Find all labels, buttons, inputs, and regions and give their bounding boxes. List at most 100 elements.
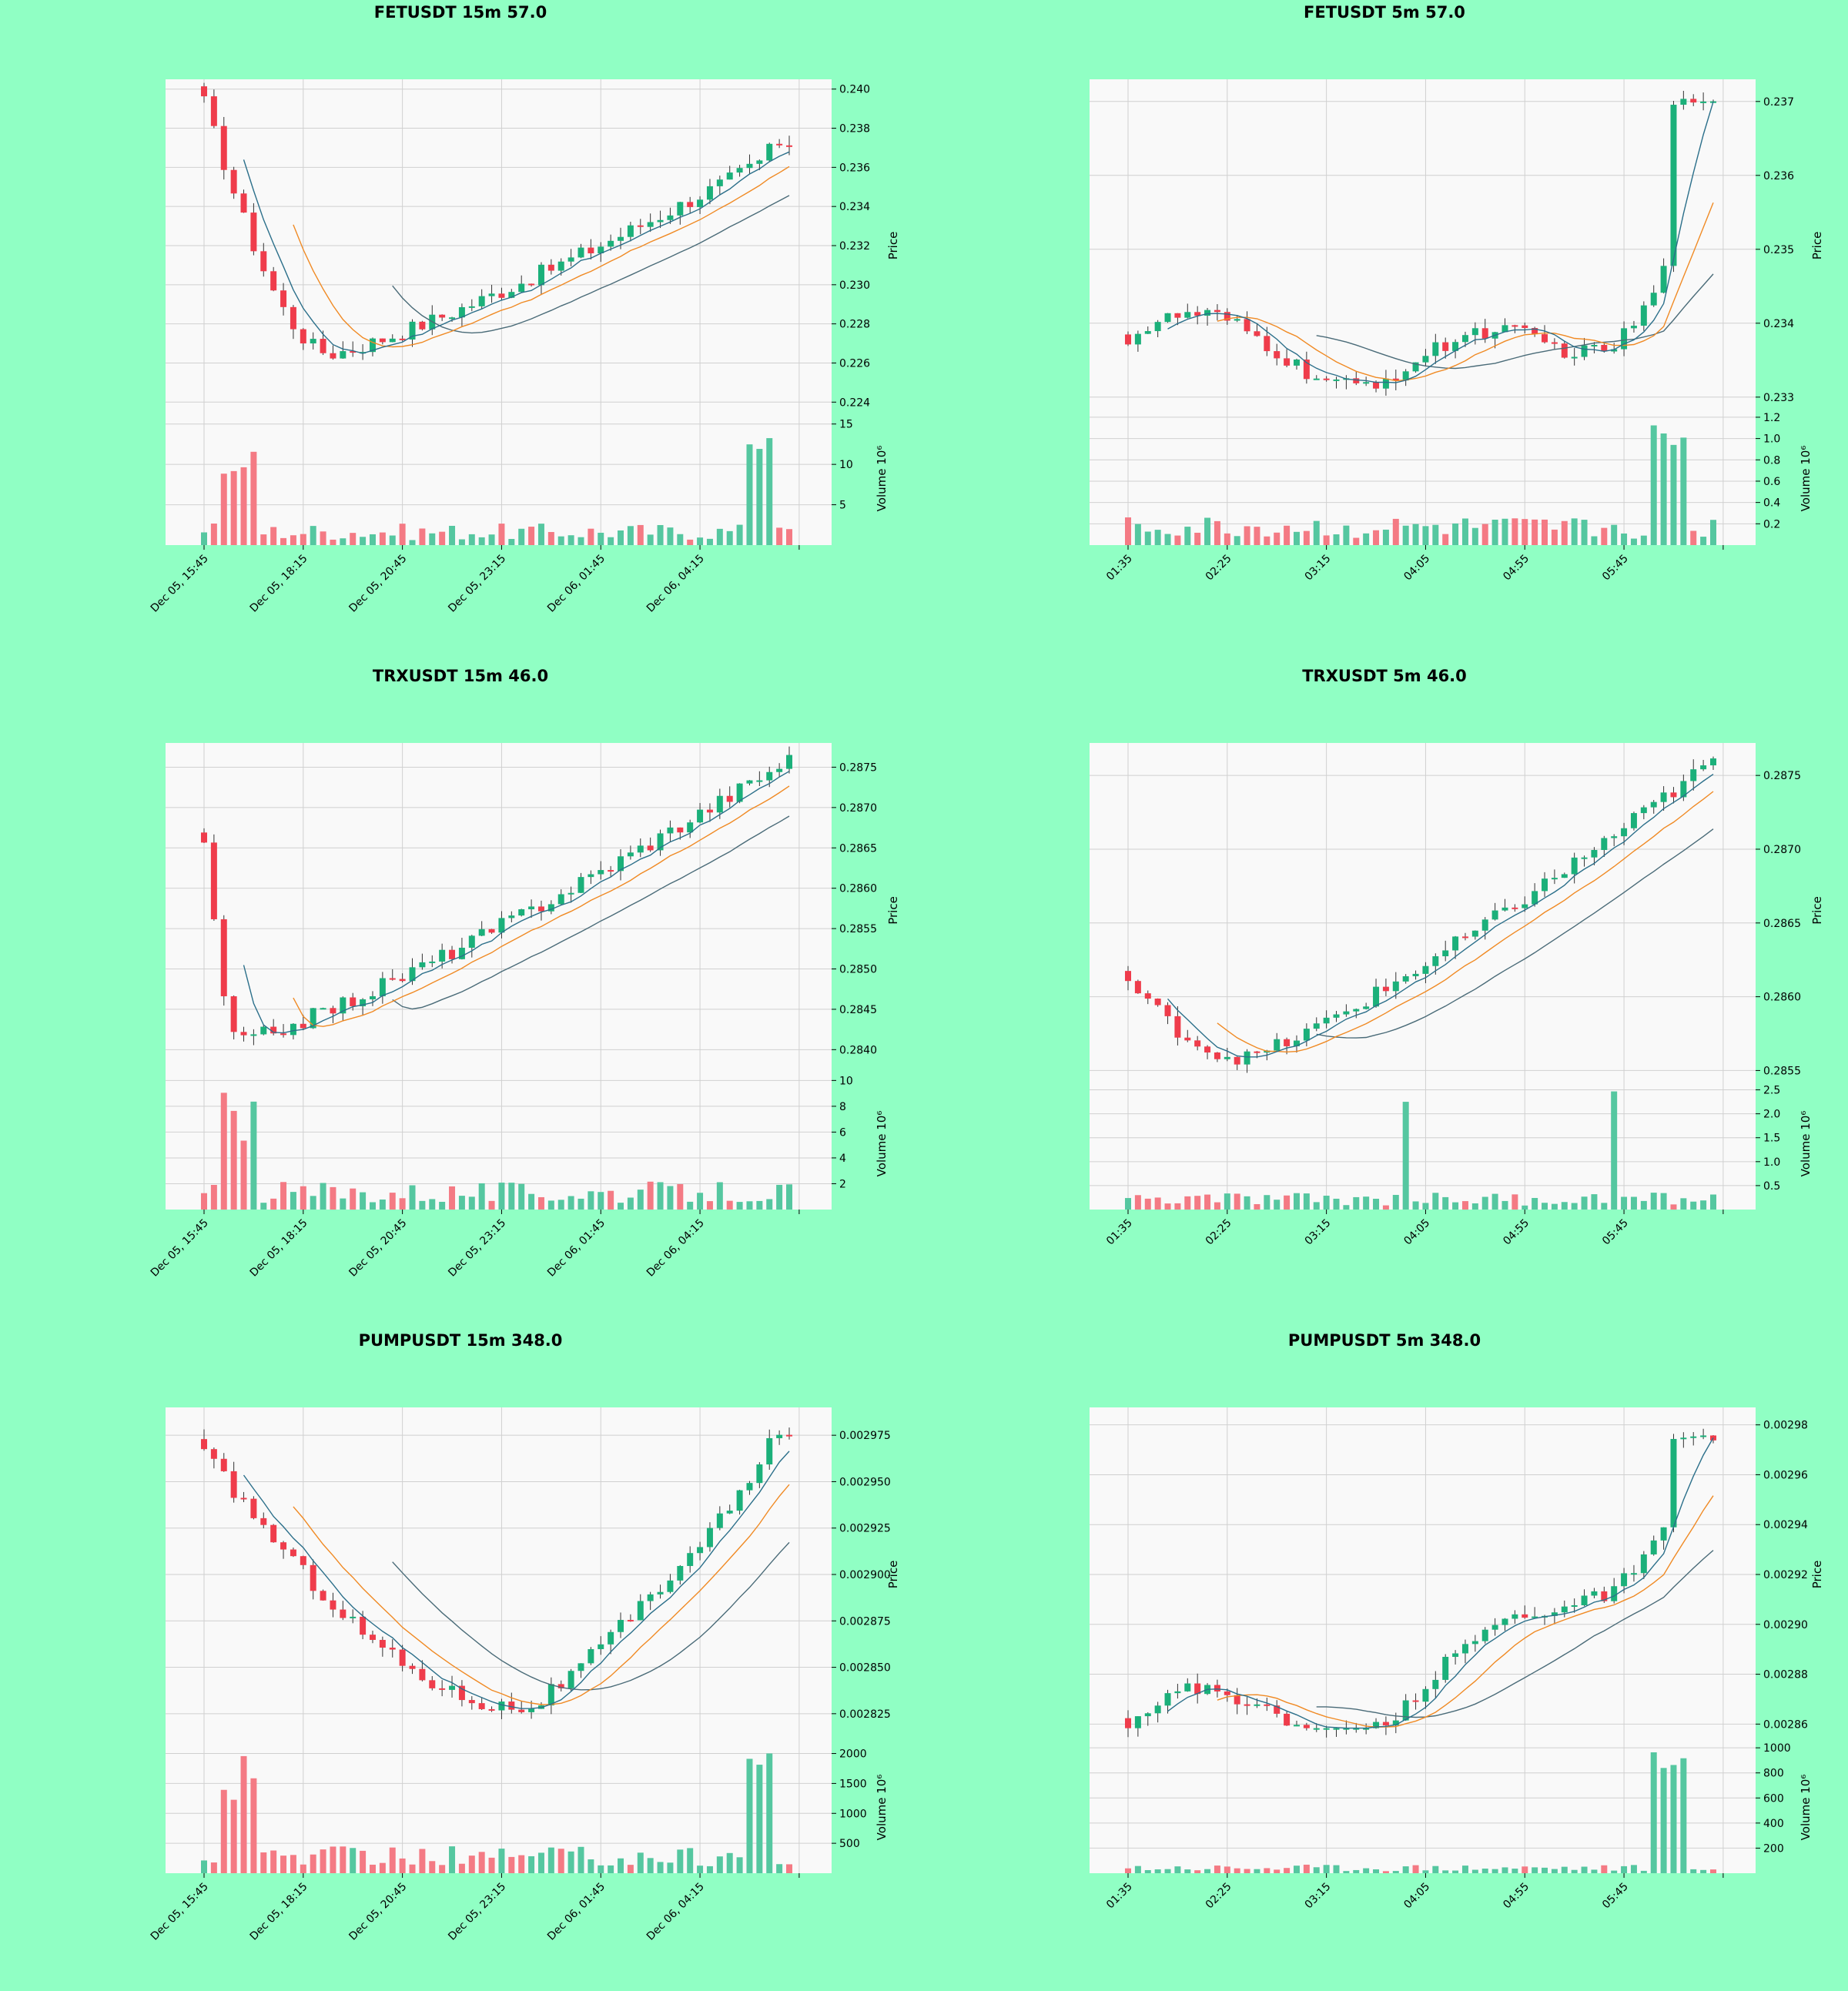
candle-body (230, 169, 237, 194)
volume-tick-label: 1500 (839, 1778, 867, 1790)
candle-body (697, 809, 704, 823)
volume-bar (1630, 1196, 1637, 1210)
volume-bar (201, 532, 207, 545)
candle-body (1402, 1700, 1409, 1721)
volume-tick-label: 0.5 (1763, 1180, 1780, 1193)
volume-bar (1184, 1869, 1191, 1873)
volume-bar (210, 1185, 217, 1210)
volume-bar (1481, 1869, 1488, 1873)
candle-body (399, 338, 406, 340)
moving-average-slow-line (392, 815, 790, 1010)
volume-bar (1481, 524, 1488, 545)
price-tick-label: 0.00292 (1763, 1569, 1808, 1581)
volume-bar (369, 1864, 376, 1873)
volume-bar (518, 528, 525, 545)
x-tick-label: Dec 05, 18:15 (248, 553, 310, 615)
volume-bar (1522, 519, 1528, 545)
volume-bar (1491, 519, 1498, 545)
volume-bar (1650, 425, 1657, 545)
volume-bar (1422, 526, 1429, 545)
volume-bar (687, 1201, 694, 1210)
volume-bar (1224, 1866, 1230, 1873)
moving-average-fast-line (243, 771, 790, 1034)
volume-bar (1522, 1866, 1528, 1873)
candle-body (537, 264, 544, 286)
volume-bar (667, 527, 674, 545)
candle-body (518, 1709, 525, 1712)
volume-bar (468, 1855, 475, 1873)
candle-body (360, 999, 367, 1006)
price-tick-label: 0.238 (839, 123, 870, 136)
volume-bar (677, 1849, 684, 1873)
volume-panel (1090, 412, 1756, 545)
volume-bar (1154, 1197, 1161, 1210)
volume-bar (627, 1865, 634, 1873)
candle-body (320, 1008, 326, 1010)
candles-group (1125, 756, 1716, 1073)
candle-body (547, 904, 554, 912)
candle-body (1293, 1725, 1300, 1727)
candle-body (637, 1601, 644, 1621)
volume-bar (1512, 518, 1518, 545)
price-axis-label: Price (1810, 1561, 1824, 1589)
candle-body (598, 246, 604, 254)
volume-bar (697, 1866, 704, 1873)
volume-bar (1591, 536, 1598, 545)
candle-body (1125, 971, 1131, 982)
volume-bar (220, 1093, 227, 1210)
candle-body (716, 1513, 723, 1528)
volume-bar (260, 534, 267, 545)
volume-bar (746, 1758, 753, 1873)
volume-bar (1611, 1091, 1618, 1210)
price-tick-label: 0.240 (839, 84, 870, 96)
candle-body (1284, 358, 1291, 366)
volume-tick-label: 10 (839, 1075, 853, 1087)
candle-body (1630, 326, 1637, 329)
price-tick-label: 0.2855 (839, 923, 877, 935)
candle-body (736, 783, 743, 802)
volume-bar (1650, 1752, 1657, 1873)
candle-body (1214, 1685, 1220, 1692)
candle-body (588, 247, 594, 254)
volume-bar (230, 470, 237, 545)
candle-body (320, 1591, 326, 1601)
volume-bar (1264, 536, 1270, 545)
volume-bar (240, 1755, 247, 1873)
candle-body (1551, 342, 1558, 344)
volume-bar (458, 1863, 465, 1873)
candle-body (1512, 325, 1518, 327)
volume-bar (647, 1181, 654, 1210)
candle-body (1194, 1683, 1201, 1695)
candle-body (449, 1685, 456, 1690)
volume-bar (598, 1192, 604, 1210)
price-tick-label: 0.234 (1763, 318, 1794, 330)
volume-bar (1670, 444, 1677, 545)
candle-body (618, 856, 624, 872)
x-tick-label: 03:15 (1303, 1217, 1334, 1248)
candle-body (290, 306, 296, 330)
volume-bar (1343, 1871, 1350, 1873)
volume-bar (340, 1846, 346, 1873)
volume-bar (1194, 532, 1201, 545)
candle-body (736, 168, 743, 173)
candle-body (567, 257, 574, 262)
candle-body (498, 918, 505, 933)
candle-body (350, 1616, 357, 1618)
volume-bar (1700, 537, 1707, 545)
volume-bar (201, 1193, 207, 1210)
volume-bar (350, 533, 357, 545)
candle-body (1244, 1704, 1250, 1706)
candle-body (1522, 1614, 1528, 1618)
x-tick-label: 05:45 (1600, 553, 1631, 584)
volume-bar (637, 1190, 644, 1210)
candle-body (379, 1639, 386, 1648)
volume-bar (756, 449, 763, 545)
price-tick-label: 0.2845 (839, 1004, 877, 1016)
candle-body (1313, 1023, 1320, 1029)
volume-bar (608, 537, 614, 545)
volume-axis-label: Volume 10⁶ (875, 446, 889, 512)
volume-bar (300, 1186, 306, 1210)
candle-body (1184, 1683, 1191, 1692)
candle-body (240, 193, 247, 213)
volume-bar (1274, 1869, 1281, 1873)
